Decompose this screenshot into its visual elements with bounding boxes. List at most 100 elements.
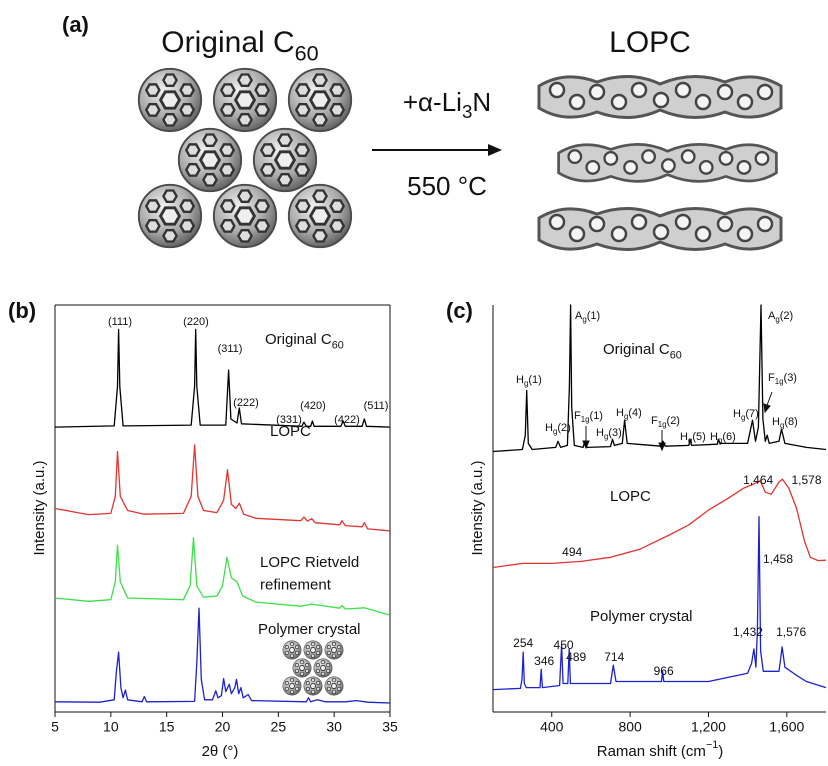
mode-label: Ag(1) [575,310,600,324]
x-tick-label: 35 [382,719,398,735]
text-part: ) [718,743,723,760]
text-part: −1 [706,739,718,751]
peak-label: 966 [654,664,674,678]
fullerene-icon [325,641,343,659]
text-part: 1g [658,420,667,429]
peak-label: 346 [534,654,554,668]
c60-lattice [139,69,351,247]
text-part: 60 [670,349,682,361]
fullerene-icon [304,677,322,695]
text-part: Original C [603,341,670,358]
mode-label: F1g(2) [651,415,680,429]
peak-index: (111) [108,316,132,328]
fullerene-icon [304,641,322,659]
fullerene-icon [283,641,301,659]
text-part: 1g [775,377,784,386]
x-tick-label: 1,600 [769,719,804,735]
mode-label: F1g(3) [768,372,797,386]
figure: (a) Original C60 LOPC +α-Li3N 550 °C [0,0,828,766]
trace [55,538,390,615]
text-part: H [596,427,604,439]
peak-label: 489 [566,650,586,664]
text-part: H [733,408,741,420]
x-tick-label: 20 [215,719,231,735]
peak-index: (420) [300,400,326,412]
panel-a: (a) Original C60 LOPC +α-Li3N 550 °C [62,12,781,250]
panel-label: (b) [8,298,36,323]
text-part: (2) [667,415,680,427]
trace [55,445,390,531]
fullerene [289,69,351,131]
peak-label: 1,464 [743,473,773,487]
text-part: H [772,416,780,428]
page: {"panel_a": {"label": "(a)", "left_title… [0,0,828,766]
y-axis-label: Intensity (a.u.) [31,460,48,555]
text-part: (3) [784,372,797,384]
fullerene [139,185,201,247]
text-part: (5) [692,431,705,443]
text-part: 3 [462,101,472,122]
fullerene [139,69,201,131]
arrow-head [764,404,770,412]
lopc-layers [539,76,781,249]
text-part: H [545,422,553,434]
text-part: +α-Li [403,87,462,117]
text-part: Original C [161,26,294,59]
text-part: Original C [265,331,332,348]
fullerene [214,69,276,131]
mode-label: Ag(2) [768,310,793,324]
peak-label: 1,458 [763,552,793,566]
trace-label: Original C60 [265,331,344,351]
trace-label: Original C60 [603,341,682,361]
peak-index: (511) [364,400,389,412]
text-part: H [680,431,688,443]
arrow-head [488,144,502,156]
fullerene-icon [314,659,332,677]
text-part: (4) [628,407,641,419]
peak-index: (331) [276,414,302,426]
carbon-layer [539,208,781,249]
fullerene [254,129,316,191]
mode-label: Hg(7) [733,408,759,422]
mode-label: Hg(5) [680,431,706,445]
fullerene-icon [283,677,301,695]
mode-label: Hg(8) [772,416,798,430]
text-part: N [472,87,491,117]
fullerene [214,185,276,247]
trace-label: LOPC [610,488,651,505]
reagent: +α-Li3N [403,87,491,122]
peak-label: 1,576 [776,625,806,639]
fullerene-icon [325,677,343,695]
text-part: (6) [722,431,735,443]
mode-label: Hg(3) [596,427,622,441]
text-part: (1) [587,310,600,322]
x-tick-label: 800 [618,719,642,735]
panel-title: Original C60 [161,26,318,65]
text-part: H [710,431,718,443]
mode-label: Hg(2) [545,422,571,436]
y-axis-label: Intensity (a.u.) [469,460,486,555]
panel-label: (c) [446,298,473,323]
mode-label: Hg(4) [616,407,642,421]
polymer-inset [283,641,343,695]
peak-label: 1,432 [733,625,763,639]
mode-label: F1g(1) [574,410,603,424]
x-tick-label: 30 [326,719,342,735]
mode-label: Hg(1) [516,374,542,388]
panel-title: LOPC [609,26,691,59]
peak-label: 254 [513,636,533,650]
peak-label: 714 [604,650,624,664]
text-part: (7) [745,408,758,420]
x-tick-label: 25 [271,719,287,735]
text-part: H [616,407,624,419]
text-part: (3) [608,427,621,439]
x-axis-label: 2θ (°) [202,743,239,760]
panel-label: (a) [62,12,89,37]
peak-label: 1,578 [791,473,821,487]
text-part: refinement [260,576,332,593]
text-part: (8) [784,416,797,428]
mode-label: Hg(6) [710,431,736,445]
carbon-layer [559,144,777,181]
text-part: 60 [332,339,344,351]
